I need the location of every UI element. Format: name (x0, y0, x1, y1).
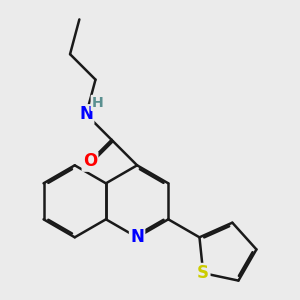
Text: H: H (92, 96, 103, 110)
Text: S: S (197, 264, 209, 282)
Text: O: O (83, 152, 97, 170)
Text: N: N (130, 228, 144, 246)
Text: N: N (79, 105, 93, 123)
